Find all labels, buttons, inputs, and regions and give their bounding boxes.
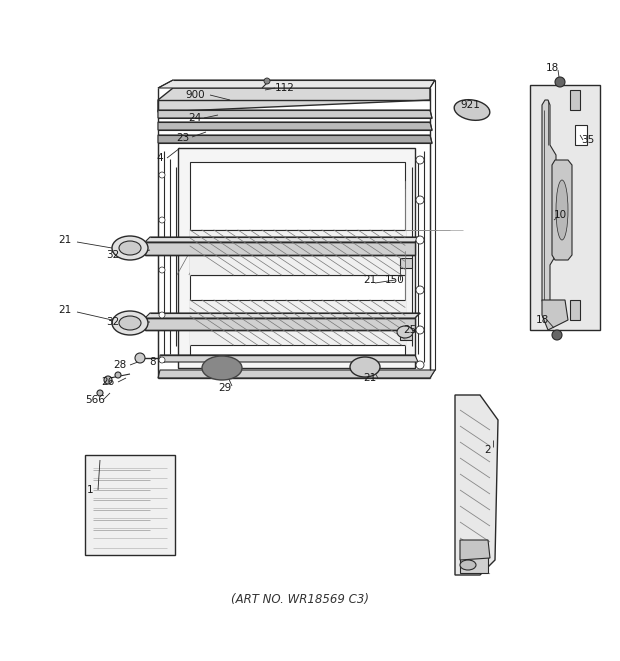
Polygon shape: [542, 300, 568, 330]
Polygon shape: [158, 135, 432, 143]
Text: 8: 8: [149, 357, 156, 367]
Polygon shape: [158, 88, 430, 112]
Text: 26: 26: [102, 377, 115, 387]
Circle shape: [416, 156, 424, 164]
Polygon shape: [455, 395, 498, 575]
Polygon shape: [158, 370, 435, 378]
Polygon shape: [145, 318, 415, 330]
Circle shape: [135, 353, 145, 363]
Text: eReplacementParts.com: eReplacementParts.com: [242, 325, 378, 335]
Text: 2: 2: [485, 445, 491, 455]
Polygon shape: [190, 162, 405, 355]
Ellipse shape: [460, 560, 476, 570]
Circle shape: [555, 77, 565, 87]
Text: 21: 21: [363, 373, 376, 383]
Ellipse shape: [556, 180, 568, 240]
Circle shape: [416, 286, 424, 294]
Circle shape: [552, 330, 562, 340]
Text: 18: 18: [536, 315, 549, 325]
Circle shape: [416, 196, 424, 204]
Polygon shape: [460, 540, 490, 560]
Text: 900: 900: [185, 90, 205, 100]
Ellipse shape: [112, 236, 148, 260]
Text: 28: 28: [113, 360, 126, 370]
Ellipse shape: [397, 326, 413, 338]
Polygon shape: [190, 230, 405, 275]
Text: 35: 35: [582, 135, 595, 145]
Polygon shape: [158, 110, 432, 118]
Circle shape: [416, 326, 424, 334]
Text: 4: 4: [157, 153, 163, 163]
Bar: [575, 125, 587, 145]
Ellipse shape: [350, 357, 380, 377]
Text: 21: 21: [58, 305, 72, 315]
Polygon shape: [542, 100, 556, 310]
Bar: [460, 555, 488, 573]
Text: (ART NO. WR18569 C3): (ART NO. WR18569 C3): [231, 594, 369, 607]
Ellipse shape: [119, 241, 141, 255]
Polygon shape: [552, 160, 572, 260]
Text: 23: 23: [176, 133, 190, 143]
Circle shape: [416, 361, 424, 369]
Text: 21: 21: [58, 235, 72, 245]
Text: 21: 21: [363, 275, 376, 285]
Circle shape: [97, 390, 103, 396]
Text: 32: 32: [107, 250, 120, 260]
Circle shape: [159, 357, 165, 363]
Circle shape: [115, 372, 121, 378]
Text: 25: 25: [404, 325, 417, 335]
Circle shape: [104, 376, 112, 384]
Polygon shape: [190, 300, 405, 345]
Circle shape: [159, 312, 165, 318]
Ellipse shape: [119, 316, 141, 330]
Polygon shape: [85, 455, 175, 555]
Polygon shape: [145, 237, 420, 242]
Polygon shape: [160, 355, 418, 362]
Text: 24: 24: [188, 113, 202, 123]
Polygon shape: [158, 80, 435, 88]
Circle shape: [159, 217, 165, 223]
Polygon shape: [570, 300, 580, 320]
Text: 29: 29: [218, 383, 232, 393]
Text: 150: 150: [385, 275, 405, 285]
Bar: [400, 330, 412, 340]
Bar: [400, 258, 412, 268]
Text: 32: 32: [107, 317, 120, 327]
Text: 18: 18: [546, 63, 559, 73]
Polygon shape: [145, 313, 420, 318]
Ellipse shape: [454, 100, 490, 120]
Polygon shape: [158, 122, 432, 130]
Polygon shape: [190, 230, 405, 275]
Ellipse shape: [112, 311, 148, 335]
Text: 921: 921: [460, 100, 480, 110]
Ellipse shape: [202, 356, 242, 380]
Polygon shape: [530, 85, 600, 330]
Text: 112: 112: [275, 83, 295, 93]
Polygon shape: [570, 90, 580, 110]
Text: 10: 10: [554, 210, 567, 220]
Circle shape: [159, 267, 165, 273]
Text: 1: 1: [87, 485, 94, 495]
Circle shape: [416, 236, 424, 244]
Text: 566: 566: [85, 395, 105, 405]
Circle shape: [159, 172, 165, 178]
Polygon shape: [145, 242, 415, 255]
Circle shape: [264, 78, 270, 84]
Polygon shape: [178, 148, 415, 368]
